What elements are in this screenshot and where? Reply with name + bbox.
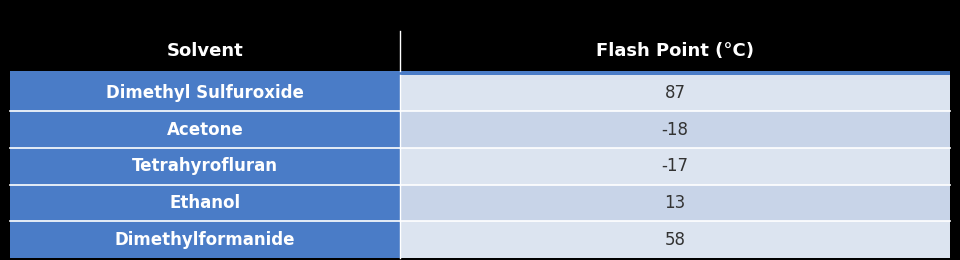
Text: Flash Point (°C): Flash Point (°C) [596,42,755,60]
Bar [10,185,400,221]
Text: Solvent: Solvent [166,42,243,60]
Text: -18: -18 [661,121,688,139]
Bar [10,221,400,258]
Bar [10,72,950,75]
Bar [400,148,950,185]
Bar [400,75,950,111]
Text: Tetrahyrofluran: Tetrahyrofluran [132,157,277,175]
Text: Dimethylformanide: Dimethylformanide [114,231,295,249]
Text: Acetone: Acetone [166,121,243,139]
Text: Dimethyl Sulfuroxide: Dimethyl Sulfuroxide [106,84,303,102]
Text: 13: 13 [664,194,685,212]
Bar [10,75,400,111]
Text: 87: 87 [664,84,685,102]
Text: Ethanol: Ethanol [169,194,240,212]
Bar [400,185,950,221]
Text: 58: 58 [664,231,685,249]
Text: -17: -17 [661,157,688,175]
Bar [10,31,400,72]
Bar [400,221,950,258]
Bar [400,111,950,148]
Bar [10,148,400,185]
Bar [10,111,400,148]
Bar [400,31,950,72]
